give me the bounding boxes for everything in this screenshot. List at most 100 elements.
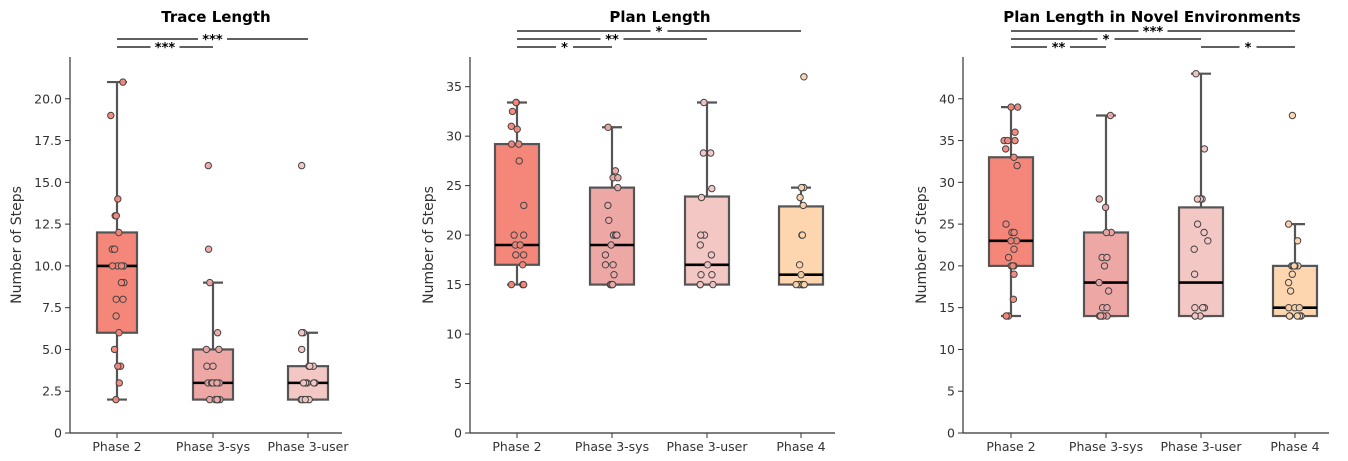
box-iqr xyxy=(191,348,235,401)
y-tick-label: 15 xyxy=(446,277,462,292)
data-point xyxy=(707,251,716,259)
chart-title: Plan Length in Novel Environments xyxy=(1003,8,1300,26)
box-1 xyxy=(493,98,541,289)
significance-label: * xyxy=(656,25,663,40)
data-point xyxy=(697,231,705,239)
significance-bracket: *** xyxy=(1011,25,1295,40)
data-point xyxy=(520,201,528,210)
data-point xyxy=(1106,111,1115,120)
data-point xyxy=(709,280,717,289)
data-point xyxy=(1002,220,1010,228)
x-tick-label: Phase 2 xyxy=(92,439,141,454)
data-point xyxy=(1010,270,1018,278)
data-point xyxy=(1284,278,1293,287)
x-tick-label: Phase 3-user xyxy=(1160,439,1242,454)
data-point xyxy=(800,73,808,81)
box-3 xyxy=(683,98,731,289)
data-point xyxy=(520,280,528,289)
y-tick-label: 30 xyxy=(446,129,462,144)
data-point xyxy=(519,261,527,269)
data-point xyxy=(1290,262,1298,270)
data-point xyxy=(604,201,612,210)
box-iqr xyxy=(683,195,731,286)
y-tick-label: 12.5 xyxy=(34,217,62,232)
data-point xyxy=(605,216,613,225)
significance-bracket: * xyxy=(517,41,612,56)
y-axis-label: Number of Steps xyxy=(421,186,437,304)
data-point xyxy=(1199,304,1207,312)
data-point xyxy=(213,329,222,337)
significance-label: ** xyxy=(605,33,619,48)
data-point xyxy=(110,245,119,253)
data-point xyxy=(112,312,120,320)
data-point xyxy=(792,280,800,289)
data-point xyxy=(115,379,124,387)
y-tick-label: 15.0 xyxy=(34,175,62,190)
x-tick-label: Phase 3-sys xyxy=(575,439,649,454)
data-point xyxy=(797,183,806,192)
data-point xyxy=(613,231,621,239)
data-point xyxy=(1204,237,1212,245)
data-point xyxy=(115,329,123,337)
significance-bracket: ** xyxy=(517,33,707,48)
panel-plan-length-novel: Plan Length in Novel Environments Number… xyxy=(914,8,1329,454)
data-point xyxy=(609,261,617,269)
data-point xyxy=(798,231,807,239)
data-point xyxy=(604,123,612,132)
data-point xyxy=(708,184,716,193)
y-tick-label: 35 xyxy=(939,133,955,148)
data-point xyxy=(1011,128,1019,136)
data-point xyxy=(1285,304,1293,312)
data-point xyxy=(1002,312,1010,320)
data-point xyxy=(515,140,523,148)
data-point xyxy=(119,295,127,303)
y-tick-label: 10.0 xyxy=(34,258,62,273)
y-tick-label: 10 xyxy=(939,342,955,357)
data-point xyxy=(1192,70,1200,78)
y-tick-label: 0 xyxy=(454,426,462,441)
box-2 xyxy=(191,161,235,404)
significance-bracket: * xyxy=(1201,41,1295,56)
y-tick-label: 20 xyxy=(939,258,955,273)
data-point xyxy=(508,107,517,116)
data-point xyxy=(1013,161,1021,170)
data-point xyxy=(512,98,520,107)
data-point xyxy=(1103,253,1111,262)
y-tick-label: 0 xyxy=(947,426,955,441)
data-point xyxy=(206,278,214,287)
data-point xyxy=(1193,220,1202,228)
significance-bracket: *** xyxy=(117,41,213,56)
chart-title: Plan Length xyxy=(609,8,710,26)
data-point xyxy=(1288,111,1297,120)
data-point xyxy=(512,251,520,259)
data-point xyxy=(515,157,523,165)
data-point xyxy=(1007,237,1015,245)
data-point xyxy=(1288,270,1297,278)
y-tick-label: 5 xyxy=(947,384,955,399)
data-point xyxy=(1103,304,1111,312)
data-point xyxy=(1191,304,1199,312)
y-tick-label: 20.0 xyxy=(34,91,62,106)
data-point xyxy=(1190,270,1199,278)
data-point xyxy=(1009,295,1018,303)
data-point xyxy=(114,195,122,203)
box-4 xyxy=(1271,111,1319,320)
data-point xyxy=(1097,312,1105,320)
data-point xyxy=(1002,145,1010,153)
panel-plan-length: Plan Length Number of Steps 0 5 10 15 20 25 30… xyxy=(421,8,835,454)
data-point xyxy=(213,379,221,387)
significance-label: *** xyxy=(202,33,223,48)
data-point xyxy=(306,362,314,370)
data-point xyxy=(797,271,805,279)
significance-label: ** xyxy=(1052,41,1066,56)
y-axis-label: Number of Steps xyxy=(9,186,25,304)
y-tick-label: 5 xyxy=(454,376,462,391)
data-point xyxy=(1101,203,1110,212)
data-point xyxy=(215,345,223,354)
data-point xyxy=(1100,262,1109,270)
data-point xyxy=(299,379,308,387)
data-point xyxy=(795,261,804,269)
box-1 xyxy=(95,78,139,404)
data-point xyxy=(703,261,712,269)
